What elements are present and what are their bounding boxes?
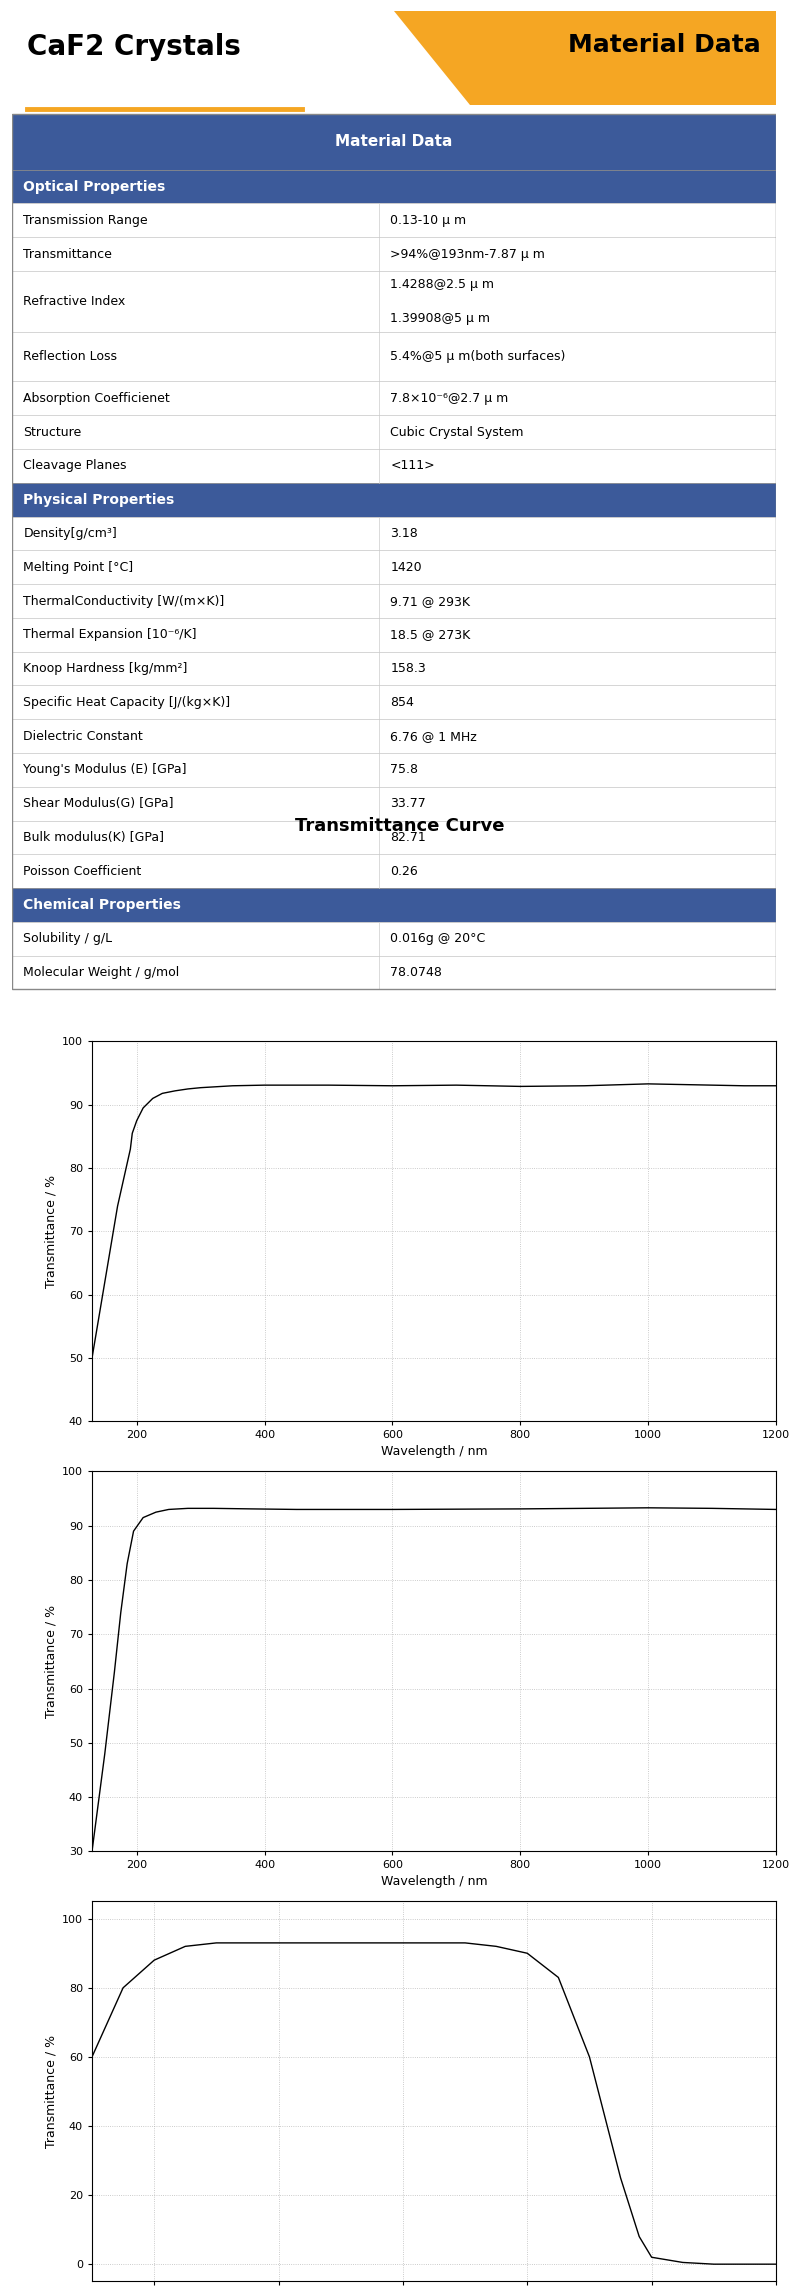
Bar: [12, 583, 776, 618]
Text: 5.4%@5 μ m(both surfaces): 5.4%@5 μ m(both surfaces): [390, 350, 566, 364]
Bar: [12, 270, 776, 332]
Bar: [12, 956, 776, 988]
Bar: [12, 483, 776, 517]
Text: Optical Properties: Optical Properties: [23, 178, 166, 194]
Text: Absorption Coefficienet: Absorption Coefficienet: [23, 391, 170, 405]
Text: 1.39908@5 μ m: 1.39908@5 μ m: [390, 313, 490, 325]
Text: 0.016g @ 20°C: 0.016g @ 20°C: [390, 931, 486, 945]
Y-axis label: Transmittance / %: Transmittance / %: [45, 2034, 58, 2148]
Text: Density[g/cm³]: Density[g/cm³]: [23, 526, 118, 540]
Bar: [12, 114, 776, 988]
Text: Molecular Weight / g/mol: Molecular Weight / g/mol: [23, 966, 180, 979]
Text: Poisson Coefficient: Poisson Coefficient: [23, 865, 142, 879]
Text: 158.3: 158.3: [390, 661, 426, 675]
X-axis label: Wavelength / nm: Wavelength / nm: [381, 1444, 487, 1457]
Y-axis label: Transmittance / %: Transmittance / %: [45, 1174, 58, 1288]
Text: 6.76 @ 1 MHz: 6.76 @ 1 MHz: [390, 730, 477, 744]
Text: Shear Modulus(G) [GPa]: Shear Modulus(G) [GPa]: [23, 796, 174, 810]
Bar: [12, 169, 776, 204]
Text: Cubic Crystal System: Cubic Crystal System: [390, 426, 524, 439]
Text: Material Data: Material Data: [568, 32, 761, 57]
Bar: [12, 787, 776, 821]
Text: Transmittance Curve: Transmittance Curve: [295, 817, 505, 835]
Text: CaF2 Crystals: CaF2 Crystals: [27, 32, 241, 62]
Bar: [12, 753, 776, 787]
Text: 3.18: 3.18: [390, 526, 418, 540]
Text: Specific Heat Capacity [J/(kg×K)]: Specific Heat Capacity [J/(kg×K)]: [23, 696, 230, 709]
Bar: [12, 238, 776, 270]
Text: 9.71 @ 293K: 9.71 @ 293K: [390, 595, 470, 609]
Bar: [12, 414, 776, 448]
Y-axis label: Transmittance / %: Transmittance / %: [45, 1604, 58, 1718]
Bar: [12, 332, 776, 382]
Text: Transmission Range: Transmission Range: [23, 213, 148, 227]
Bar: [12, 448, 776, 483]
Text: Structure: Structure: [23, 426, 82, 439]
Bar: [12, 382, 776, 414]
Bar: [12, 618, 776, 652]
Bar: [12, 718, 776, 753]
Text: 0.26: 0.26: [390, 865, 418, 879]
Text: Material Data: Material Data: [335, 135, 453, 149]
Text: Cleavage Planes: Cleavage Planes: [23, 460, 127, 471]
Bar: [12, 551, 776, 583]
Bar: [12, 922, 776, 956]
Text: Melting Point [°C]: Melting Point [°C]: [23, 561, 134, 574]
Text: Bulk modulus(K) [GPa]: Bulk modulus(K) [GPa]: [23, 831, 165, 844]
Text: Reflection Loss: Reflection Loss: [23, 350, 118, 364]
Text: Solubility / g/L: Solubility / g/L: [23, 931, 113, 945]
Text: 854: 854: [390, 696, 414, 709]
Text: 78.0748: 78.0748: [390, 966, 442, 979]
Bar: [12, 517, 776, 551]
Text: Young's Modulus (E) [GPa]: Young's Modulus (E) [GPa]: [23, 764, 187, 776]
Text: Dielectric Constant: Dielectric Constant: [23, 730, 143, 744]
Bar: [12, 686, 776, 718]
Text: Physical Properties: Physical Properties: [23, 492, 174, 506]
Bar: [12, 652, 776, 686]
Text: Thermal Expansion [10⁻⁶/K]: Thermal Expansion [10⁻⁶/K]: [23, 629, 197, 641]
Polygon shape: [394, 11, 776, 105]
Text: Knoop Hardness [kg/mm²]: Knoop Hardness [kg/mm²]: [23, 661, 188, 675]
Bar: [12, 204, 776, 238]
Text: Chemical Properties: Chemical Properties: [23, 897, 182, 913]
Bar: [12, 853, 776, 888]
X-axis label: Wavelength / nm: Wavelength / nm: [381, 1874, 487, 1888]
Text: 0.13-10 μ m: 0.13-10 μ m: [390, 213, 466, 227]
Text: Transmittance: Transmittance: [23, 247, 112, 261]
Text: 33.77: 33.77: [390, 796, 426, 810]
Text: <111>: <111>: [390, 460, 435, 471]
Text: ThermalConductivity [W/(m×K)]: ThermalConductivity [W/(m×K)]: [23, 595, 225, 609]
Bar: [12, 821, 776, 853]
Text: 75.8: 75.8: [390, 764, 418, 776]
Text: 1.4288@2.5 μ m: 1.4288@2.5 μ m: [390, 277, 494, 291]
Text: 1420: 1420: [390, 561, 422, 574]
Text: 7.8×10⁻⁶@2.7 μ m: 7.8×10⁻⁶@2.7 μ m: [390, 391, 509, 405]
Text: >94%@193nm-7.87 μ m: >94%@193nm-7.87 μ m: [390, 247, 545, 261]
Text: 82.71: 82.71: [390, 831, 426, 844]
Text: 18.5 @ 273K: 18.5 @ 273K: [390, 629, 470, 641]
Bar: [12, 888, 776, 922]
Text: Refractive Index: Refractive Index: [23, 295, 126, 309]
Bar: [12, 114, 776, 169]
